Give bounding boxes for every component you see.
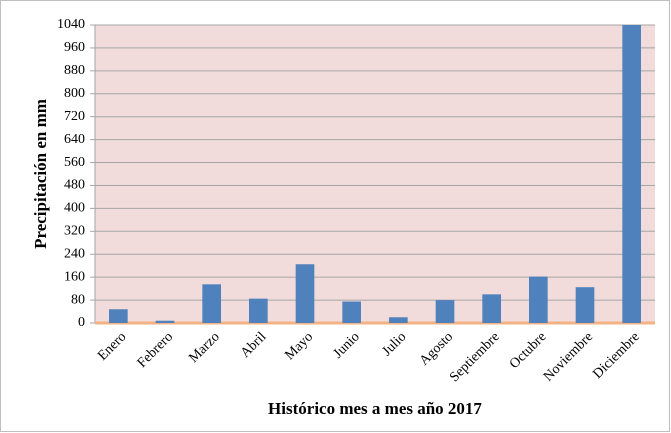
y-tick-label: 320 (64, 224, 85, 239)
bar (155, 320, 175, 323)
bar (435, 300, 455, 323)
y-tick-label: 160 (64, 269, 85, 284)
bar (575, 287, 595, 323)
bar (482, 294, 501, 323)
y-tick-label: 400 (64, 201, 85, 216)
y-tick-label: 720 (64, 109, 85, 124)
bar (202, 284, 221, 323)
plot-area (95, 25, 655, 323)
x-axis-title: Histórico mes a mes año 2017 (268, 399, 482, 418)
y-tick-label: 800 (64, 86, 85, 101)
bar (529, 276, 548, 323)
y-tick-label: 960 (64, 40, 85, 55)
bar (622, 25, 641, 323)
y-tick-label: 560 (64, 155, 85, 170)
bar (295, 264, 315, 323)
y-tick-label: 480 (64, 178, 85, 193)
y-tick-label: 640 (64, 132, 85, 147)
y-tick-label: 240 (64, 246, 85, 261)
y-tick-label: 880 (64, 63, 85, 78)
y-tick-label: 80 (71, 292, 85, 307)
bar (249, 298, 268, 323)
y-tick-label: 0 (78, 315, 85, 330)
bar (342, 301, 361, 323)
y-axis-title: Precipitación en mm (31, 99, 50, 249)
bar (389, 317, 408, 323)
y-tick-label: 1040 (57, 17, 85, 32)
bar (109, 309, 128, 323)
